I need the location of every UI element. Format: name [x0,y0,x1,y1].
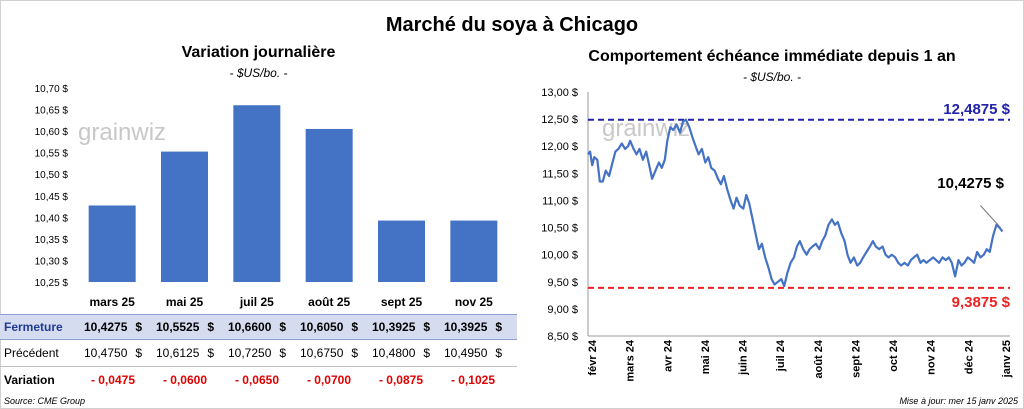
x-tick-label: juil 24 [775,339,787,372]
table-cell: 10,4800 $ [372,346,430,360]
x-tick-label: nov 25 [455,295,493,309]
page-title: Marché du soya à Chicago [385,14,639,36]
x-tick-label: août 24 [813,339,825,378]
table-cell: 10,5525 $ [156,320,214,334]
y-tick-label: 10,50 $ [541,223,578,235]
y-tick-label: 11,50 $ [542,168,578,180]
x-tick-label: sept 24 [850,339,862,378]
x-tick-label: mars 25 [89,295,135,309]
x-tick-label: oct 24 [888,339,900,372]
bar-chart: grainwiz 10,25 $ 10,30 $ 10,35 $ 10,40 $ 10,4… [35,84,498,309]
watermark-logo: grainwiz [78,119,166,146]
table-cell: 10,6125 $ [156,346,214,360]
watermark-logo: grainwiz [602,115,690,142]
y-tick-label: 12,50 $ [541,114,578,126]
table-cell: 10,4275 $ [84,320,142,334]
table-cell: - 0,0600 [162,372,208,387]
update-note: Mise à jour: mer 15 janv 2025 [899,396,1018,406]
x-tick-label: déc 24 [963,339,975,374]
callout-leader [980,205,1001,228]
left-panel-subtitle: - $US/bo. - [229,66,288,80]
y-tick-label: 10,30 $ [35,256,69,267]
y-tick-label: 10,25 $ [35,278,69,289]
last-value-label: 10,4275 $ [937,175,1004,192]
row-label: Précédent [4,346,59,360]
table-cell: - 0,0700 [306,372,352,387]
bar-1 [161,151,208,282]
table-row-fermeture: Fermeture 10,4275 $ 10,5525 $ 10,6600 $ 10,… [0,314,517,340]
y-tick-label: 13,00 $ [541,87,578,99]
table-cell: - 0,1025 [450,372,496,387]
y-tick-label: 12,00 $ [541,141,578,153]
table-cell: 10,3925 $ [444,320,502,334]
table-cell: 10,6600 $ [228,320,286,334]
table-cell: - 0,0475 [90,372,136,387]
bar-0 [88,205,136,282]
table-cell: - 0,0650 [234,372,280,387]
left-panel-title: Variation journalière [181,44,336,61]
bar-5 [450,220,498,282]
y-tick-label: 10,45 $ [35,192,69,203]
y-tick-label: 10,70 $ [35,84,69,95]
price-series-line [587,118,1004,288]
x-tick-label: nov 24 [926,339,938,375]
y-tick-label: 10,55 $ [35,149,69,160]
x-tick-label: janv 25 [1001,340,1013,378]
line-chart: grainwiz 8,50 $ 9,00 $ 9,50 $ 10,00 $ 10,50 $… [541,87,1013,382]
source-note: Source: CME Group [4,396,86,406]
y-tick-label: 10,35 $ [35,235,69,246]
table-cell: 10,4950 $ [444,346,502,360]
x-tick-label: mai 24 [700,339,712,374]
table-cell: 10,6050 $ [300,320,358,334]
right-panel-title: Comportement échéance immédiate depuis 1… [588,48,956,65]
table-cell: 10,7250 $ [228,346,286,360]
table-row-precedent: Précédent 10,4750 $ 10,6125 $ 10,7250 $ 10,… [0,340,517,366]
bar-3 [305,128,353,282]
table-cell: 10,3925 $ [372,320,430,334]
y-tick-label: 10,50 $ [35,170,69,181]
y-tick-label: 10,65 $ [35,106,69,117]
table-cell: 10,4750 $ [84,346,142,360]
bar-4 [378,220,425,282]
bar-2 [233,105,281,282]
low-line-label: 9,3875 $ [952,294,1011,311]
x-tick-label: févr 24 [587,339,599,375]
y-tick-label: 10,60 $ [35,127,69,138]
row-label: Fermeture [4,320,63,334]
y-tick-label: 10,00 $ [541,250,578,262]
table-cell: 10,6750 $ [300,346,358,360]
row-label: Variation [4,372,55,387]
x-tick-label: août 25 [308,295,350,309]
right-panel-subtitle: - $US/bo. - [742,70,802,84]
y-tick-label: 9,00 $ [547,304,578,316]
table-cell: - 0,0875 [378,372,424,387]
x-tick-label: mars 24 [625,339,637,381]
table-row-variation: Variation - 0,0475 - 0,0600 - 0,0650 - 0… [0,366,517,392]
high-line-label: 12,4875 $ [943,101,1010,118]
y-tick-label: 11,00 $ [542,195,578,207]
x-tick-label: sept 25 [381,295,423,309]
y-tick-label: 8,50 $ [547,331,578,343]
x-tick-label: juin 24 [738,339,750,376]
x-tick-label: mai 25 [166,295,204,309]
y-tick-label: 10,40 $ [35,213,69,224]
x-tick-label: avr 24 [662,339,674,372]
y-tick-label: 9,50 $ [547,277,578,289]
x-tick-label: juil 25 [239,295,274,309]
